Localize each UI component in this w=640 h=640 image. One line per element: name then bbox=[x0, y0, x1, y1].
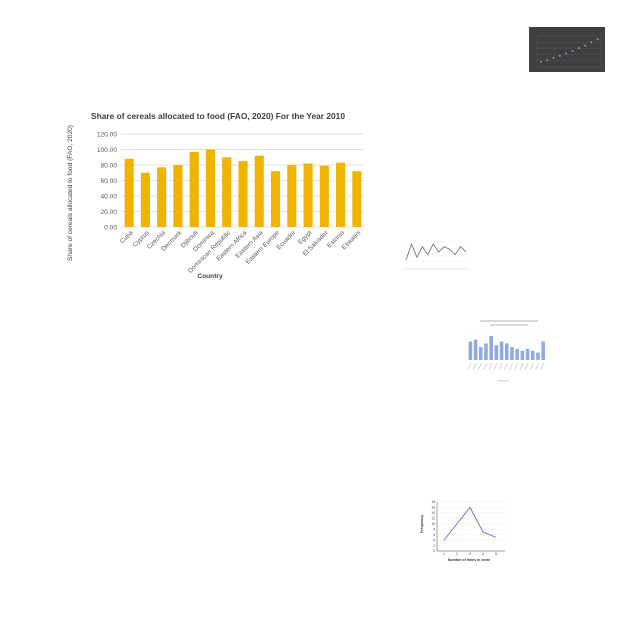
thumbnail-background bbox=[529, 27, 605, 72]
thumbnail-scatter-chart bbox=[529, 27, 605, 72]
x-tick-label bbox=[467, 362, 472, 371]
y-tick-label: 120.00 bbox=[97, 131, 118, 138]
bar bbox=[510, 347, 514, 360]
bar bbox=[287, 165, 297, 227]
bar bbox=[536, 352, 540, 360]
bar bbox=[222, 157, 232, 227]
x-tick-label: 3 bbox=[469, 552, 471, 556]
x-tick-label bbox=[493, 362, 498, 371]
bar bbox=[173, 165, 183, 227]
bar bbox=[238, 161, 248, 227]
x-tick-label bbox=[504, 362, 508, 371]
x-tick-label: Ecuador bbox=[275, 229, 297, 251]
x-tick-label bbox=[535, 362, 539, 371]
thumbnail-bar-chart bbox=[450, 316, 550, 390]
thumbnail-line-chart bbox=[398, 232, 474, 286]
x-tick-label bbox=[478, 362, 482, 371]
series-line bbox=[443, 506, 497, 541]
plot-area bbox=[536, 35, 602, 68]
x-tick-label bbox=[488, 362, 493, 371]
bar bbox=[468, 341, 473, 360]
bar bbox=[494, 345, 499, 360]
scatter-point bbox=[596, 38, 599, 40]
title-placeholder bbox=[490, 324, 528, 326]
scatter-point bbox=[559, 55, 561, 57]
bar bbox=[124, 158, 134, 227]
y-tick-label: 6 bbox=[433, 533, 435, 537]
x-tick-label bbox=[498, 362, 503, 371]
bar bbox=[352, 171, 362, 227]
bar bbox=[473, 339, 478, 360]
x-tick-label: 5 bbox=[495, 552, 497, 556]
bar bbox=[541, 341, 545, 360]
y-tick-label: 100.00 bbox=[97, 147, 118, 154]
bar bbox=[515, 348, 519, 360]
scatter-point bbox=[552, 56, 555, 59]
y-tick-label: 0 bbox=[433, 549, 435, 553]
y-tick-label: 16 bbox=[431, 506, 435, 510]
bar bbox=[525, 348, 530, 360]
x-tick-label bbox=[509, 362, 513, 371]
bar bbox=[520, 350, 525, 360]
x-tick-label bbox=[519, 362, 524, 371]
y-tick-label: 0.00 bbox=[104, 224, 117, 231]
x-tick-label bbox=[524, 362, 529, 371]
y-tick-label: 10 bbox=[431, 522, 435, 526]
scatter-point bbox=[546, 59, 549, 62]
y-tick-label: 4 bbox=[433, 538, 435, 542]
bar bbox=[484, 343, 488, 360]
bar bbox=[140, 172, 150, 227]
x-tick-label bbox=[472, 362, 477, 371]
main-bar-chart: Share of cereals allocated to food (FAO,… bbox=[67, 111, 365, 280]
y-axis-label: Frequency bbox=[420, 515, 424, 533]
bar bbox=[205, 149, 216, 227]
bar bbox=[157, 167, 167, 227]
x-axis-label: Number of times in store bbox=[448, 558, 490, 562]
y-axis-label: Share of cereals allocated to food (FAO,… bbox=[67, 125, 74, 261]
bar bbox=[336, 162, 346, 227]
scatter-point bbox=[584, 44, 586, 47]
x-tick-label: 1 bbox=[443, 552, 445, 556]
x-tick-label bbox=[483, 362, 487, 371]
thumbnail-frequency-line-chart: Frequency Number of times in store 02468… bbox=[420, 500, 505, 562]
x-label-placeholder bbox=[497, 380, 509, 382]
scatter-point bbox=[571, 50, 574, 52]
y-tick-label: 40.00 bbox=[100, 193, 117, 200]
bar bbox=[189, 151, 199, 227]
scatter-point bbox=[540, 61, 542, 63]
y-tick-label: 20.00 bbox=[100, 209, 117, 216]
y-tick-label: 60.00 bbox=[100, 178, 117, 185]
y-tick-label: 12 bbox=[431, 517, 435, 521]
bar bbox=[531, 350, 535, 360]
bar bbox=[489, 336, 493, 360]
scatter-point bbox=[577, 47, 580, 49]
x-tick-label bbox=[530, 362, 534, 371]
bar bbox=[319, 165, 329, 227]
y-tick-label: 18 bbox=[431, 500, 435, 504]
bar bbox=[303, 163, 313, 227]
x-tick-label: 2 bbox=[456, 552, 458, 556]
x-tick-label bbox=[540, 362, 545, 371]
scatter-point bbox=[565, 52, 568, 55]
bar bbox=[499, 341, 504, 360]
x-tick-label bbox=[514, 362, 519, 371]
title-placeholder bbox=[480, 320, 538, 322]
series-line bbox=[405, 242, 467, 261]
x-axis-label: Country bbox=[197, 273, 223, 280]
y-tick-label: 2 bbox=[433, 544, 435, 548]
x-tick-label: 4 bbox=[482, 552, 484, 556]
y-tick-label: 8 bbox=[433, 527, 435, 531]
bar bbox=[479, 347, 483, 360]
thumbnail-background bbox=[398, 232, 474, 286]
bar bbox=[270, 171, 281, 227]
y-tick-label: 14 bbox=[431, 511, 435, 515]
y-tick-label: 80.00 bbox=[100, 162, 117, 169]
bar bbox=[505, 343, 509, 360]
chart-title: Share of cereals allocated to food (FAO,… bbox=[91, 111, 345, 121]
bar bbox=[254, 155, 264, 227]
scatter-point bbox=[590, 41, 593, 43]
